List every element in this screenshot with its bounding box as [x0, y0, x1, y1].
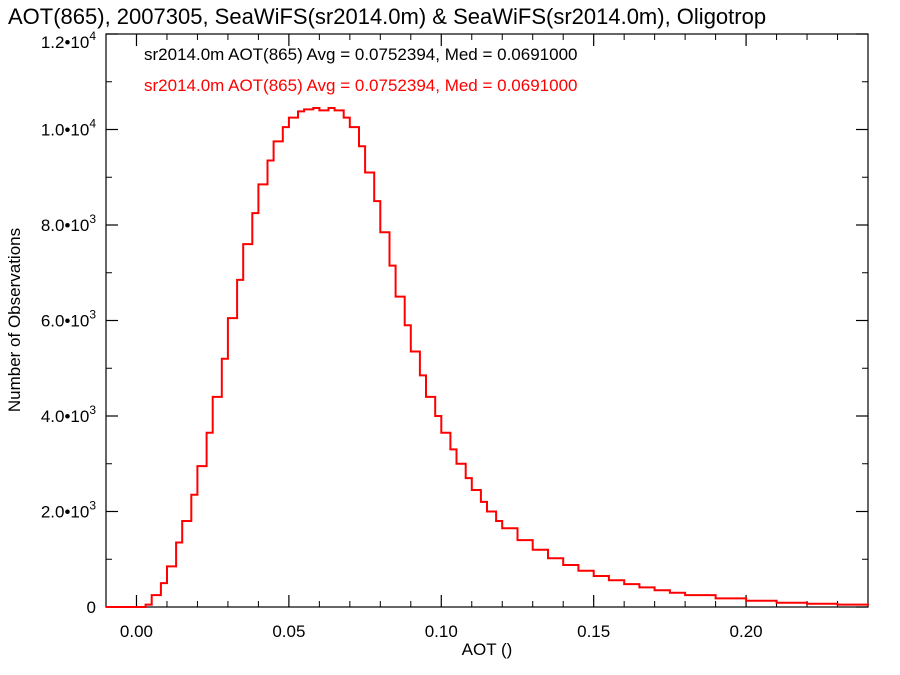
y-tick-mantissa: 2.0•10 — [41, 503, 90, 522]
x-tick-label: 0.05 — [272, 622, 305, 641]
y-tick-label: 0 — [87, 598, 96, 617]
y-tick-label: 1.2•104 — [41, 29, 97, 52]
y-tick-exponent: 3 — [89, 499, 96, 513]
x-tick-label: 0.10 — [425, 622, 458, 641]
x-axis-label: AOT () — [462, 640, 513, 659]
y-tick-label: 1.0•104 — [41, 117, 97, 140]
y-tick-exponent: 3 — [89, 212, 96, 226]
chart-title: AOT(865), 2007305, SeaWiFS(sr2014.0m) & … — [8, 4, 766, 29]
y-tick-exponent: 4 — [89, 117, 96, 131]
y-tick-label: 2.0•103 — [41, 499, 97, 522]
y-tick-exponent: 3 — [89, 308, 96, 322]
x-tick-label: 0.20 — [730, 622, 763, 641]
y-axis-label: Number of Observations — [5, 228, 24, 412]
y-tick-mantissa: 6.0•10 — [41, 312, 90, 331]
x-tick-label: 0.00 — [120, 622, 153, 641]
plot-frame — [105, 33, 869, 608]
y-tick-mantissa: 4.0•10 — [41, 407, 90, 426]
y-tick-label: 6.0•103 — [41, 308, 97, 331]
y-tick-mantissa: 8.0•10 — [41, 216, 90, 235]
x-tick-label: 0.15 — [577, 622, 610, 641]
y-tick-mantissa: 1.0•10 — [41, 121, 90, 140]
y-tick-mantissa: 1.2•10 — [41, 33, 90, 52]
y-tick-exponent: 3 — [89, 403, 96, 417]
annotation-black: sr2014.0m AOT(865) Avg = 0.0752394, Med … — [144, 45, 578, 64]
series-line — [106, 107, 869, 608]
y-tick-label: 4.0•103 — [41, 403, 97, 426]
y-tick-exponent: 4 — [89, 29, 96, 43]
annotation-red: sr2014.0m AOT(865) Avg = 0.0752394, Med … — [144, 76, 578, 95]
y-tick-label: 8.0•103 — [41, 212, 97, 235]
